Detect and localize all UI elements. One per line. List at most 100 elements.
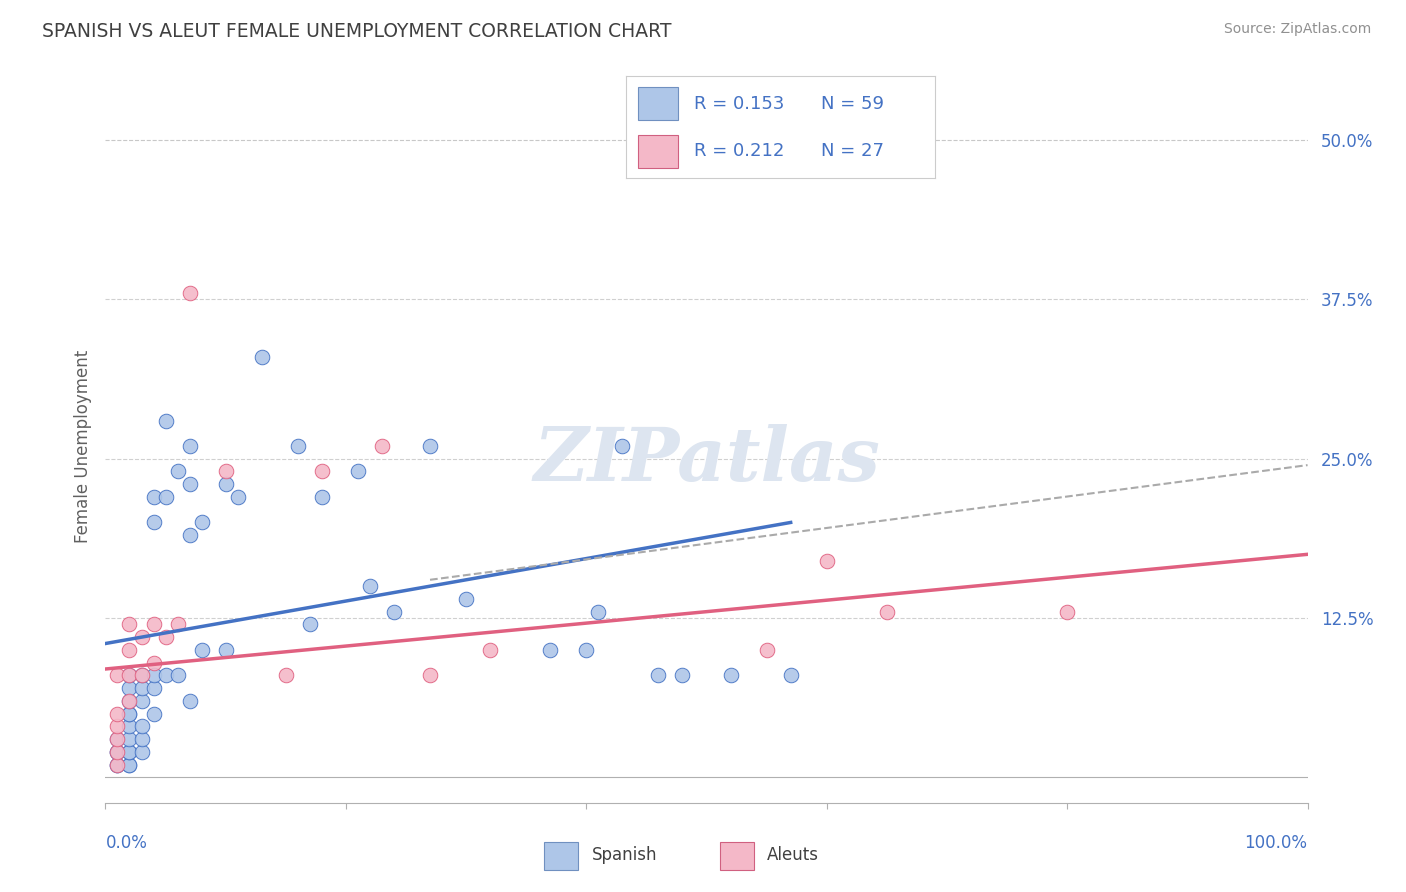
- Point: [107, 745, 129, 759]
- Point: [166, 668, 188, 682]
- Point: [118, 732, 141, 747]
- Point: [479, 643, 502, 657]
- Point: [107, 757, 129, 772]
- Point: [179, 528, 201, 542]
- FancyBboxPatch shape: [638, 87, 678, 120]
- Point: [588, 605, 610, 619]
- FancyBboxPatch shape: [720, 842, 754, 870]
- Point: [142, 516, 165, 530]
- Text: Aleuts: Aleuts: [768, 846, 820, 863]
- Point: [575, 643, 598, 657]
- Point: [131, 630, 153, 644]
- Point: [107, 745, 129, 759]
- Point: [419, 439, 441, 453]
- Point: [755, 643, 778, 657]
- Point: [107, 668, 129, 682]
- Point: [166, 617, 188, 632]
- Point: [107, 719, 129, 733]
- Text: Source: ZipAtlas.com: Source: ZipAtlas.com: [1223, 22, 1371, 37]
- Text: N = 27: N = 27: [821, 142, 883, 160]
- Point: [118, 719, 141, 733]
- Point: [107, 732, 129, 747]
- Text: 100.0%: 100.0%: [1244, 834, 1308, 852]
- Point: [419, 668, 441, 682]
- Point: [107, 732, 129, 747]
- Point: [118, 706, 141, 721]
- Point: [1056, 605, 1078, 619]
- Point: [131, 681, 153, 695]
- Point: [371, 439, 394, 453]
- Point: [142, 656, 165, 670]
- Point: [166, 465, 188, 479]
- Point: [131, 668, 153, 682]
- Y-axis label: Female Unemployment: Female Unemployment: [73, 350, 91, 542]
- Point: [815, 554, 838, 568]
- Point: [107, 706, 129, 721]
- Point: [118, 617, 141, 632]
- Point: [142, 617, 165, 632]
- Point: [155, 630, 177, 644]
- Point: [107, 757, 129, 772]
- Point: [298, 617, 321, 632]
- Point: [274, 668, 297, 682]
- Text: N = 59: N = 59: [821, 95, 883, 112]
- Point: [755, 159, 778, 173]
- Point: [190, 516, 212, 530]
- Text: R = 0.153: R = 0.153: [693, 95, 785, 112]
- Point: [347, 465, 370, 479]
- Point: [287, 439, 309, 453]
- Point: [131, 694, 153, 708]
- Point: [142, 681, 165, 695]
- Point: [214, 477, 236, 491]
- FancyBboxPatch shape: [544, 842, 578, 870]
- Point: [142, 668, 165, 682]
- Point: [538, 643, 561, 657]
- Point: [131, 745, 153, 759]
- Point: [720, 668, 742, 682]
- Point: [179, 477, 201, 491]
- Point: [118, 643, 141, 657]
- Point: [118, 757, 141, 772]
- Point: [118, 706, 141, 721]
- Point: [155, 668, 177, 682]
- Text: SPANISH VS ALEUT FEMALE UNEMPLOYMENT CORRELATION CHART: SPANISH VS ALEUT FEMALE UNEMPLOYMENT COR…: [42, 22, 672, 41]
- Point: [107, 757, 129, 772]
- Text: 0.0%: 0.0%: [105, 834, 148, 852]
- Point: [382, 605, 405, 619]
- Point: [311, 490, 333, 504]
- Point: [671, 668, 693, 682]
- Point: [118, 668, 141, 682]
- Point: [214, 465, 236, 479]
- Point: [118, 745, 141, 759]
- Point: [779, 668, 801, 682]
- Point: [118, 745, 141, 759]
- Point: [179, 439, 201, 453]
- Point: [118, 681, 141, 695]
- Point: [190, 643, 212, 657]
- FancyBboxPatch shape: [638, 136, 678, 168]
- Point: [612, 439, 634, 453]
- Point: [179, 694, 201, 708]
- Point: [142, 706, 165, 721]
- Text: Spanish: Spanish: [592, 846, 657, 863]
- Point: [107, 745, 129, 759]
- Point: [179, 286, 201, 301]
- Point: [142, 490, 165, 504]
- Point: [118, 668, 141, 682]
- Text: R = 0.212: R = 0.212: [693, 142, 785, 160]
- Point: [454, 591, 477, 606]
- Point: [118, 757, 141, 772]
- Point: [311, 465, 333, 479]
- Point: [359, 579, 381, 593]
- Point: [118, 694, 141, 708]
- Point: [250, 350, 273, 364]
- Point: [131, 732, 153, 747]
- Point: [131, 719, 153, 733]
- Point: [118, 694, 141, 708]
- Text: ZIPatlas: ZIPatlas: [533, 424, 880, 497]
- Point: [876, 605, 898, 619]
- Point: [155, 413, 177, 427]
- Point: [647, 668, 669, 682]
- Point: [214, 643, 236, 657]
- Point: [155, 490, 177, 504]
